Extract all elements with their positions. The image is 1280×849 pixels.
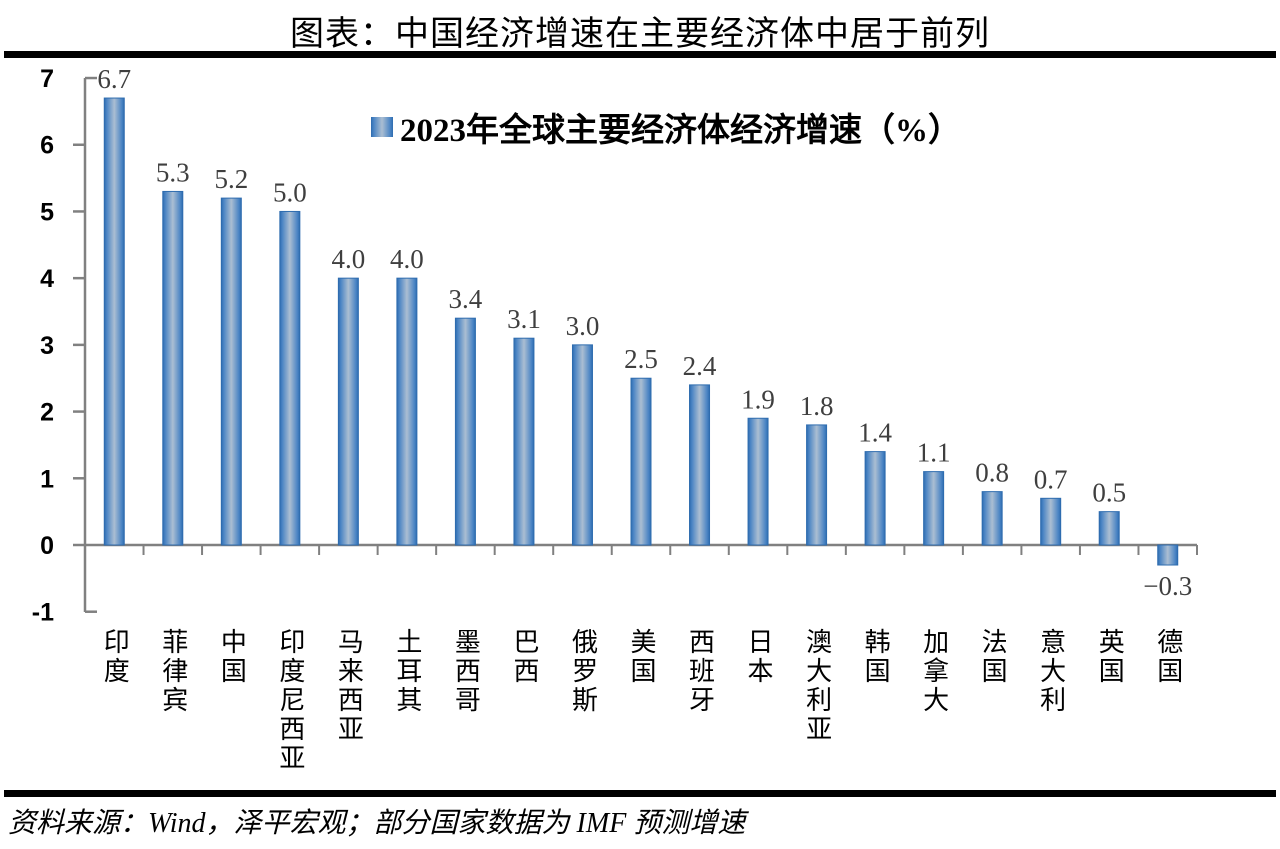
- category-label: 印度: [100, 628, 130, 686]
- bars: [103, 97, 1179, 566]
- bar-value-label: 2.5: [624, 344, 658, 374]
- bar: [162, 190, 184, 546]
- category-label: 马来西亚: [334, 628, 364, 744]
- bar: [1098, 511, 1120, 546]
- bar: [1040, 497, 1062, 546]
- category-label: 加拿大: [919, 628, 949, 715]
- category-label: 印度尼西亚: [275, 628, 305, 773]
- bar: [689, 384, 711, 546]
- category-label: 法国: [978, 628, 1008, 686]
- bar: [571, 344, 593, 546]
- y-axis-tick-label: 6: [40, 132, 54, 160]
- bar: [981, 491, 1003, 546]
- legend-swatch-icon: [371, 117, 393, 137]
- y-axis-tick-label: 7: [40, 65, 54, 93]
- category-label: 韩国: [861, 628, 891, 686]
- y-axis-tick-label: 1: [40, 465, 54, 493]
- category-label: 西班牙: [685, 628, 715, 715]
- bar-value-label: 0.5: [1092, 478, 1126, 508]
- y-axis-labels: 7 6 5 4 3 2 1 0 -1: [32, 65, 54, 627]
- bar: [864, 451, 886, 546]
- bar: [806, 424, 828, 546]
- category-label: 俄罗斯: [568, 628, 598, 715]
- bar-value-label: 0.8: [975, 458, 1009, 488]
- bar-value-label: 4.0: [390, 244, 424, 274]
- value-labels: 6.7 5.3 5.2 5.0 4.0 4.0 3.4 3.1 3.0 2.5 2.4 1.9 1.8 1…: [97, 64, 1192, 601]
- bar-value-label: 6.7: [97, 64, 131, 94]
- chart-title: 图表：中国经济增速在主要经济体中居于前列: [290, 16, 990, 53]
- bar-value-label: 3.4: [449, 284, 483, 314]
- bar: [103, 97, 125, 546]
- bar-value-label: 0.7: [1034, 464, 1068, 494]
- bar: [454, 317, 476, 546]
- bar-value-label: 2.4: [683, 351, 717, 381]
- y-axis-tick-label: 2: [40, 399, 54, 427]
- y-axis-tick-label: 3: [40, 332, 54, 360]
- top-divider-rule: [4, 51, 1276, 58]
- bar: [220, 197, 242, 546]
- category-label: 中国: [217, 628, 247, 686]
- bottom-divider-rule: [4, 790, 1276, 797]
- category-label: 澳大利亚: [802, 628, 832, 744]
- category-label: 土耳其: [392, 628, 422, 715]
- bar: [337, 277, 359, 546]
- category-label: 英国: [1095, 628, 1125, 686]
- bar: [279, 210, 301, 546]
- y-axis-tick-label: -1: [32, 599, 54, 627]
- source-note: 资料来源：Wind，泽平宏观；部分国家数据为 IMF 预测增速: [8, 808, 746, 839]
- bar-value-label: −0.3: [1143, 571, 1192, 601]
- category-label: 日本: [744, 628, 774, 686]
- bar: [1157, 544, 1179, 566]
- y-axis-tick-label: 5: [40, 198, 54, 226]
- bar-value-label: 1.8: [800, 391, 834, 421]
- bar: [396, 277, 418, 546]
- legend: 2023年全球主要经济体经济增速（%）: [371, 103, 961, 151]
- bar-value-label: 5.0: [273, 177, 307, 207]
- bar-value-label: 5.3: [156, 157, 190, 187]
- bar-value-label: 1.1: [917, 438, 951, 468]
- bar-value-label: 5.2: [214, 164, 248, 194]
- category-label: 美国: [627, 628, 656, 686]
- bar: [747, 417, 769, 546]
- category-label: 菲律宾: [158, 628, 188, 715]
- bar-value-label: 1.9: [741, 384, 775, 414]
- bar-value-label: 4.0: [331, 244, 365, 274]
- bar-value-label: 1.4: [858, 418, 892, 448]
- category-label: 巴西: [509, 628, 539, 686]
- bar: [630, 377, 652, 546]
- legend-label: 2023年全球主要经济体经济增速（%）: [400, 113, 961, 149]
- bar: [923, 471, 945, 546]
- category-label: 墨西哥: [451, 628, 481, 715]
- bar-value-label: 3.1: [507, 304, 541, 334]
- y-axis-tick-label: 0: [40, 532, 54, 560]
- category-label: 意大利: [1036, 628, 1066, 715]
- y-axis-tick-label: 4: [40, 265, 54, 293]
- bar-value-label: 3.0: [566, 311, 600, 341]
- bar: [513, 337, 535, 546]
- category-label: 德国: [1153, 628, 1183, 686]
